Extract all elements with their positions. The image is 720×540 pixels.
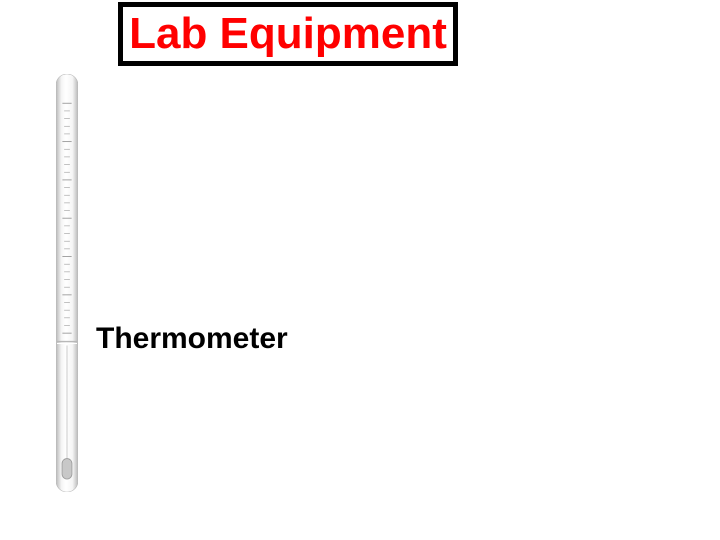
thermometer-graphic <box>56 74 78 492</box>
page-title: Lab Equipment <box>129 9 447 59</box>
title-box: Lab Equipment <box>118 2 458 66</box>
equipment-label: Thermometer <box>96 322 288 356</box>
